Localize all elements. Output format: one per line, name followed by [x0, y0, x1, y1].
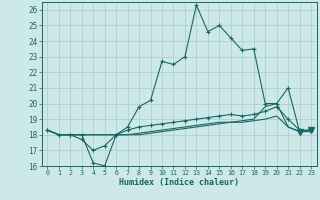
X-axis label: Humidex (Indice chaleur): Humidex (Indice chaleur) — [119, 178, 239, 187]
